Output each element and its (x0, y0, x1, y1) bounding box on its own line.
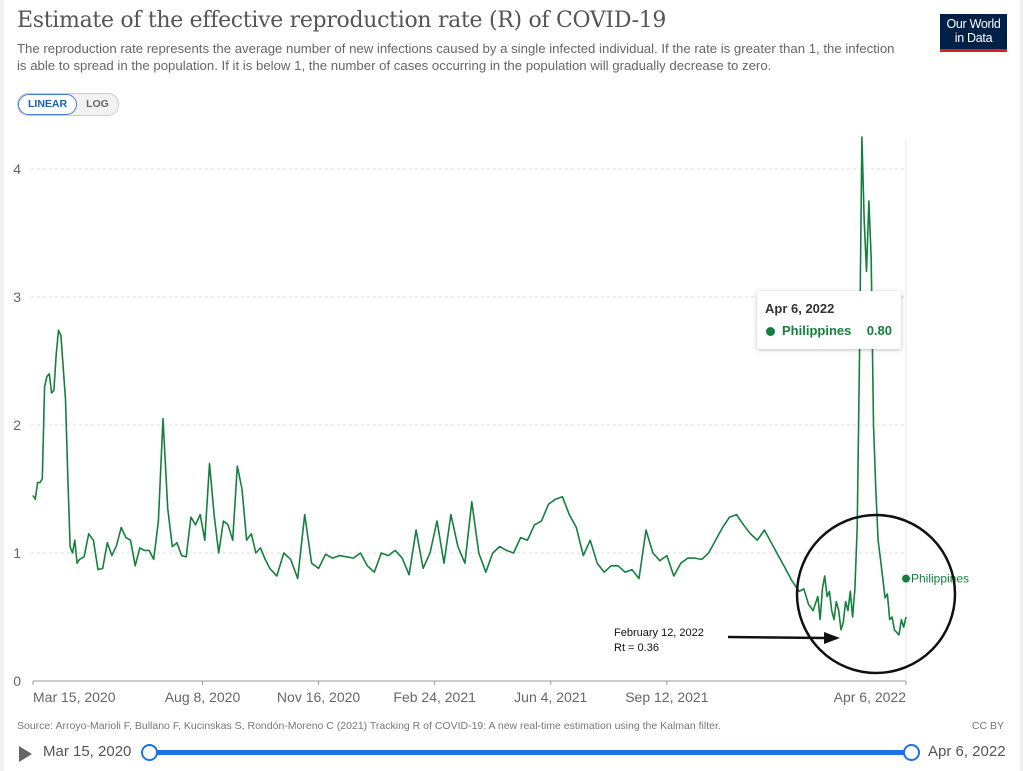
source-note[interactable]: Source: Arroyo-Marioli F, Bullano F, Kuc… (17, 720, 721, 732)
x-tick-label: Feb 24, 2021 (393, 689, 476, 705)
y-tick-label: 3 (13, 289, 21, 305)
page-left-border (0, 0, 4, 771)
x-tick-label: Sep 12, 2021 (625, 689, 709, 705)
annotation-date: February 12, 2022 (614, 627, 704, 639)
logo-line-1: Our World (946, 17, 1001, 31)
timeline-start-handle[interactable] (141, 744, 158, 761)
annotation-arrowhead (824, 632, 840, 644)
chart-title: Estimate of the effective reproduction r… (17, 8, 667, 33)
tooltip-value: 0.80 (866, 323, 892, 338)
log-scale-button[interactable]: LOG (86, 98, 109, 110)
series-end-label[interactable]: Philippines (911, 572, 969, 586)
chart-subtitle: The reproduction rate represents the ave… (17, 41, 895, 73)
page-right-border (1020, 0, 1023, 771)
tooltip-date: Apr 6, 2022 (765, 301, 835, 316)
y-tick-label: 2 (13, 417, 21, 433)
series-group: Philippines (32, 136, 969, 636)
hover-tooltip: Apr 6, 2022 Philippines 0.80 (757, 291, 901, 349)
linear-scale-button[interactable]: LINEAR (18, 94, 78, 115)
y-axis-ticks: 0 1 2 3 4 (13, 161, 21, 689)
x-tick-label: Nov 16, 2020 (277, 689, 360, 705)
license-link[interactable]: CC BY (971, 720, 1004, 732)
annotation-arrow-line (727, 635, 827, 640)
x-tick-label: Jun 4, 2021 (514, 689, 587, 705)
y-tick-label: 4 (13, 161, 21, 177)
timeline: Mar 15, 2020 Apr 6, 2022 (0, 740, 1023, 766)
y-tick-label: 0 (13, 673, 21, 689)
timeline-end-label: Apr 6, 2022 (928, 743, 1006, 760)
x-tick-label: Aug 8, 2020 (165, 689, 241, 705)
y-tick-label: 1 (13, 545, 21, 561)
highlight-circle (795, 513, 957, 675)
x-tick-label: Mar 15, 2020 (33, 689, 116, 705)
tooltip-series-dot-icon (766, 327, 775, 336)
owid-logo[interactable]: Our World in Data (940, 14, 1007, 52)
annotation-group (727, 513, 957, 675)
tooltip-entity: Philippines (782, 323, 852, 338)
scale-toggle: LINEAR LOG (17, 93, 119, 116)
x-tick-label: Apr 6, 2022 (834, 689, 907, 705)
y-gridlines (31, 168, 906, 554)
timeline-end-handle[interactable] (903, 744, 920, 761)
x-axis: Mar 15, 2020 Aug 8, 2020 Nov 16, 2020 Feb 2… (32, 680, 907, 705)
timeline-track[interactable] (147, 750, 911, 755)
logo-line-2: in Data (954, 31, 993, 45)
timeline-start-label: Mar 15, 2020 (43, 743, 132, 760)
annotation-value: Rt = 0.36 (614, 642, 659, 654)
annotation-label: February 12, 2022 Rt = 0.36 (614, 626, 704, 656)
play-icon[interactable] (19, 746, 32, 762)
series-line-philippines[interactable] (32, 136, 907, 636)
series-end-marker[interactable] (902, 574, 910, 583)
